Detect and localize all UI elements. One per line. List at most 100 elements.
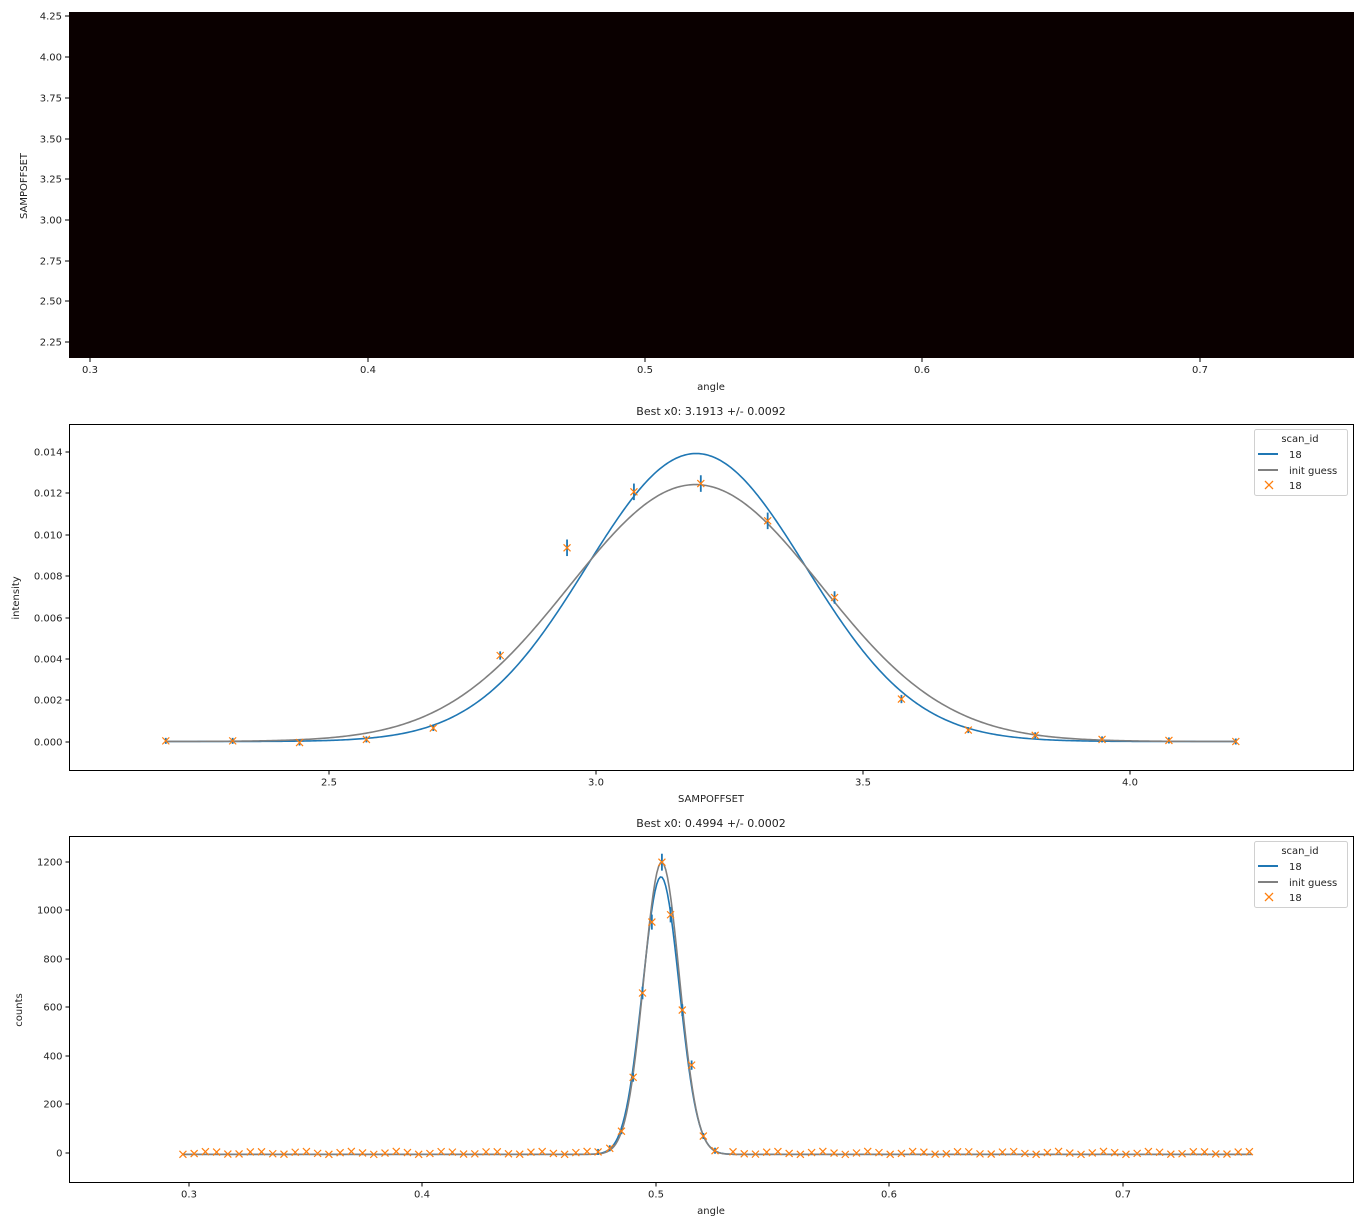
data-point-x	[161, 736, 170, 745]
data-point-x	[1211, 1149, 1220, 1158]
y-tick-label: 0.004	[34, 655, 63, 666]
init-guess-curve	[165, 483, 1236, 743]
x-tick-label: 3.0	[588, 778, 604, 789]
data-point-x	[1031, 731, 1040, 740]
intensity-x-label: SAMPOFFSET	[678, 794, 745, 805]
data-point-x	[161, 736, 170, 745]
counts-series	[179, 853, 1254, 1159]
data-point-x	[190, 1149, 199, 1158]
data-point-x	[964, 726, 973, 735]
data-point-x	[1043, 1148, 1052, 1157]
data-point-x	[392, 1147, 401, 1156]
y-tick-label: 2.75	[40, 257, 62, 268]
y-tick-label: 3.25	[40, 175, 62, 186]
data-point-x	[699, 1132, 708, 1140]
x-tick-label: 0.6	[881, 1190, 897, 1201]
data-point-x	[482, 1147, 490, 1156]
y-tick-label: 600	[43, 1003, 62, 1014]
data-point-x	[470, 1149, 479, 1158]
data-point-x	[818, 1147, 827, 1156]
data-point-x	[1077, 1150, 1085, 1159]
data-point-x	[302, 1147, 311, 1156]
data-point-x	[687, 1061, 696, 1070]
data-point-x	[1234, 1148, 1243, 1157]
y-tick-label: 4.25	[40, 12, 62, 23]
data-point-x	[1009, 1147, 1018, 1156]
data-point-x	[818, 1147, 827, 1156]
data-point-x	[942, 1149, 951, 1158]
y-tick-label: 200	[43, 1100, 62, 1111]
data-point-x	[515, 1150, 524, 1159]
data-point-x	[1020, 1149, 1029, 1158]
data-point-x	[179, 1150, 187, 1159]
data-point-x	[1099, 1147, 1108, 1156]
data-point-x	[919, 1148, 928, 1157]
y-tick-label: 0.014	[34, 448, 63, 459]
data-point-x	[594, 1148, 602, 1156]
data-point-x	[647, 918, 656, 927]
data-point-x	[201, 1147, 210, 1156]
data-point-x	[740, 1149, 749, 1158]
data-point-x	[1110, 1148, 1119, 1157]
data-point-x	[212, 1148, 221, 1157]
data-point-x	[1231, 737, 1240, 746]
data-point-x	[762, 1148, 771, 1157]
data-point-x	[381, 1149, 389, 1158]
data-point-x	[1054, 1147, 1063, 1156]
data-point-x	[1223, 1150, 1231, 1158]
data-point-x	[1155, 1148, 1164, 1157]
data-point-x	[740, 1149, 749, 1158]
data-point-x	[268, 1149, 277, 1158]
data-point-x	[942, 1149, 951, 1158]
data-point-x	[1133, 1149, 1142, 1158]
x-tick-label: 0.7	[1192, 365, 1208, 376]
data-point-x	[583, 1147, 592, 1156]
y-tick-label: 0.000	[34, 738, 63, 749]
data-point-x	[987, 1150, 996, 1159]
data-point-x	[583, 1147, 592, 1156]
data-point-x	[678, 1006, 687, 1015]
counts-plot-area	[69, 836, 1354, 1183]
data-point-x	[538, 1147, 547, 1156]
data-point-x	[381, 1149, 389, 1158]
x-tick-label: 0.4	[414, 1190, 430, 1201]
fit-curve	[182, 876, 1252, 1156]
data-point-x	[527, 1148, 535, 1157]
data-point-x	[1166, 1150, 1175, 1159]
data-point-x	[657, 858, 666, 867]
y-tick-label: 800	[43, 955, 62, 966]
x-tick-label: 4.0	[1122, 778, 1138, 789]
data-point-x	[280, 1150, 288, 1159]
y-tick-label: 0.010	[34, 531, 63, 542]
data-point-x	[638, 989, 647, 997]
data-point-x	[629, 1073, 638, 1082]
data-point-x	[785, 1149, 794, 1158]
data-point-x	[563, 543, 571, 552]
data-point-x	[1020, 1149, 1029, 1158]
data-point-x	[1166, 1150, 1175, 1159]
data-point-x	[875, 1148, 883, 1157]
heatmap-area	[69, 12, 1354, 358]
intensity-y-label: intensity	[11, 576, 22, 619]
data-point-x	[228, 736, 237, 745]
data-point-x	[313, 1149, 322, 1158]
data-point-x	[953, 1147, 962, 1156]
data-point-x	[1122, 1150, 1130, 1159]
data-point-x	[919, 1148, 928, 1157]
data-point-x	[496, 651, 505, 660]
data-point-x	[638, 989, 647, 997]
data-point-x	[1178, 1149, 1186, 1158]
data-point-x	[425, 1149, 434, 1158]
data-point-x	[931, 1150, 940, 1159]
data-point-x	[863, 1147, 872, 1156]
heatmap-panel: 0.3 0.4 0.5 0.6 0.7 4.25 4.00 3.75 3.50 3.25 3.00…	[19, 12, 1354, 393]
data-point-x	[1231, 737, 1240, 746]
y-tick-label: 0.002	[34, 696, 63, 707]
data-point-x	[617, 1127, 626, 1136]
data-point-x	[908, 1147, 917, 1156]
legend-fit-label: 18	[1289, 862, 1302, 873]
data-point-x	[1223, 1150, 1231, 1158]
counts-y-ticks: 1200 1000 800 600 400 200 0	[37, 858, 70, 1160]
data-point-x	[324, 1150, 333, 1159]
counts-x-ticks: 0.3 0.4 0.5 0.6 0.7	[181, 1182, 1131, 1201]
